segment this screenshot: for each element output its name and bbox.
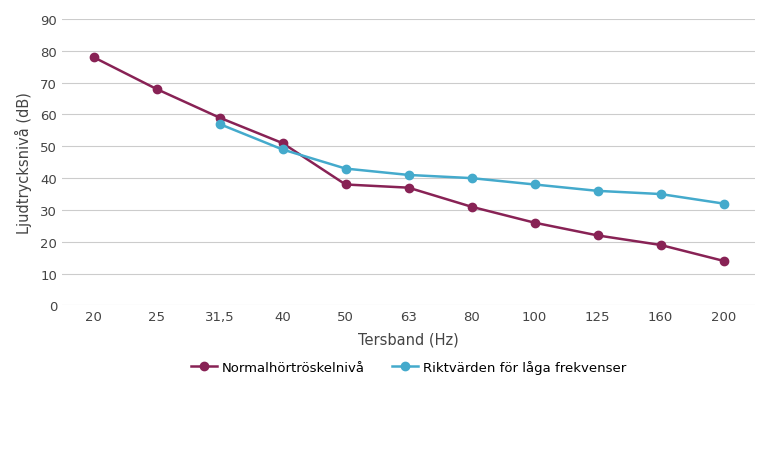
Normalhörtröskelnivå — [467, 205, 476, 210]
X-axis label: Tersband (Hz): Tersband (Hz) — [358, 332, 459, 347]
Normalhörtröskelnivå — [341, 182, 350, 188]
Normalhörtröskelnivå — [278, 141, 287, 146]
Y-axis label: Ljudtrycksnivå (dB): Ljudtrycksnivå (dB) — [15, 92, 32, 234]
Riktvärden för låga frekvenser — [278, 147, 287, 153]
Riktvärden för låga frekvenser — [719, 202, 728, 207]
Riktvärden för låga frekvenser — [530, 182, 539, 188]
Riktvärden för låga frekvenser — [215, 122, 224, 128]
Riktvärden för låga frekvenser — [404, 173, 413, 178]
Normalhörtröskelnivå — [404, 185, 413, 191]
Legend: Normalhörtröskelnivå, Riktvärden för låga frekvenser: Normalhörtröskelnivå, Riktvärden för låg… — [186, 355, 632, 379]
Normalhörtröskelnivå — [593, 233, 602, 239]
Normalhörtröskelnivå — [656, 243, 665, 248]
Riktvärden för låga frekvenser — [593, 189, 602, 194]
Riktvärden för låga frekvenser — [656, 192, 665, 197]
Normalhörtröskelnivå — [152, 87, 161, 93]
Line: Normalhörtröskelnivå: Normalhörtröskelnivå — [89, 54, 728, 265]
Normalhörtröskelnivå — [719, 258, 728, 264]
Normalhörtröskelnivå — [89, 55, 99, 61]
Normalhörtröskelnivå — [530, 220, 539, 226]
Riktvärden för låga frekvenser — [467, 176, 476, 181]
Line: Riktvärden för låga frekvenser: Riktvärden för låga frekvenser — [216, 121, 728, 208]
Riktvärden för låga frekvenser — [341, 167, 350, 172]
Normalhörtröskelnivå — [215, 116, 224, 121]
